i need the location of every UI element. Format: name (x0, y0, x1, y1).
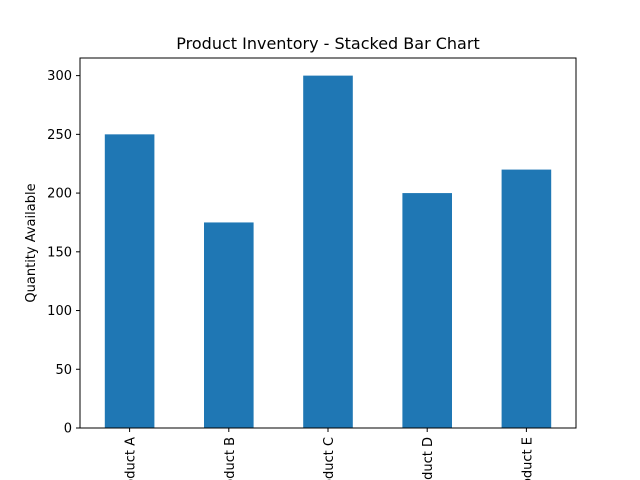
y-tick-label: 100 (47, 304, 72, 319)
y-tick-label: 50 (55, 363, 72, 378)
y-axis-label: Quantity Available (24, 183, 39, 302)
bar-product-d (402, 193, 452, 428)
y-tick-label: 200 (47, 187, 72, 202)
bar-product-c (303, 75, 353, 428)
y-axis: 0 50 100 150 200 250 300 (47, 69, 80, 437)
bar-series (104, 75, 552, 429)
plot-frame (79, 57, 577, 429)
bar-product-a (104, 134, 155, 428)
x-axis: Product A Product B Product C Product D Prod… (124, 428, 535, 480)
x-tick-label: Product D (421, 437, 436, 480)
x-tick-label: Product E (520, 437, 535, 480)
chart-title: Product Inventory - Stacked Bar Chart (176, 34, 479, 53)
y-tick-label: 150 (47, 245, 72, 260)
y-tick-label: 0 (64, 422, 72, 437)
bar-product-b (204, 222, 254, 428)
bar-product-e (501, 169, 552, 429)
x-tick-label: Product C (322, 437, 337, 480)
y-tick-label: 250 (47, 128, 72, 143)
x-tick-label: Product B (223, 437, 238, 480)
x-tick-label: Product A (124, 437, 139, 480)
y-tick-label: 300 (47, 69, 72, 84)
